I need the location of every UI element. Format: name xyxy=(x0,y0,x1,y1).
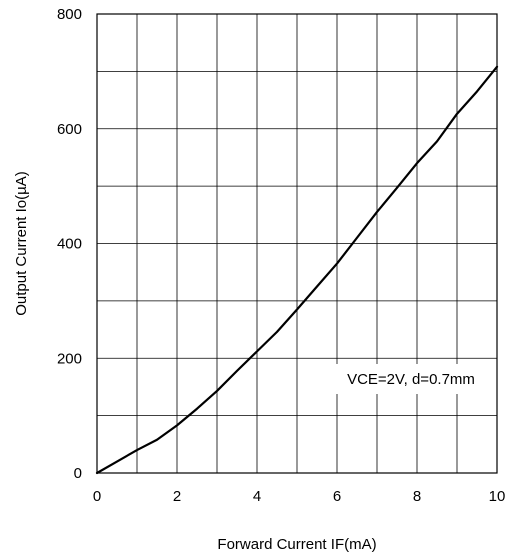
x-tick-label: 8 xyxy=(413,488,421,505)
y-tick-label: 400 xyxy=(57,236,82,253)
y-tick-label: 0 xyxy=(74,465,82,482)
x-tick-label: 4 xyxy=(253,488,261,505)
x-tick-label: 6 xyxy=(333,488,341,505)
x-axis-title: Forward Current IF(mA) xyxy=(217,536,376,553)
test-condition-annotation: VCE=2V, d=0.7mm xyxy=(347,371,475,388)
y-axis-title: Output Current Io(µA) xyxy=(13,171,30,316)
output-current-curve xyxy=(95,65,499,475)
y-tick-label: 800 xyxy=(57,6,82,23)
plot-area-border xyxy=(96,13,498,474)
annotation-background xyxy=(330,364,490,394)
x-tick-label: 0 xyxy=(93,488,101,505)
y-axis-tick-labels: 0 200 400 600 800 xyxy=(57,6,82,482)
x-tick-label: 2 xyxy=(173,488,181,505)
grid-lines xyxy=(97,14,497,473)
x-tick-label: 10 xyxy=(489,488,506,505)
x-axis-tick-labels: 0 2 4 6 8 10 xyxy=(93,488,506,505)
y-tick-label: 200 xyxy=(57,350,82,367)
y-tick-label: 600 xyxy=(57,121,82,138)
